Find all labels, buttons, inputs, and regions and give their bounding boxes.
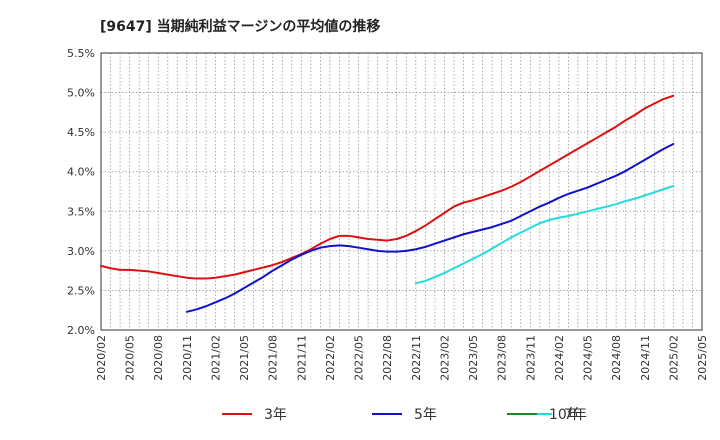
x-tick-label: 2023/08 — [496, 335, 509, 381]
y-tick-label: 5.5% — [67, 47, 95, 60]
x-tick-label: 2021/08 — [267, 335, 280, 381]
x-tick-label: 2024/08 — [610, 335, 623, 381]
series-line-7年 — [414, 184, 675, 285]
y-tick-label: 2.5% — [67, 284, 95, 297]
x-tick-label: 2022/11 — [410, 335, 423, 381]
chart-title: [9647] 当期純利益マージンの平均値の推移 — [100, 18, 380, 35]
x-tick-label: 2021/05 — [238, 335, 251, 381]
plot-area: 2.0% 2.5% 3.0% 3.5% 4.0% 4.5% 5.0% 5.5% 2020/02 2… — [67, 47, 709, 381]
legend-label: 3年 — [264, 407, 287, 423]
x-tick-label: 2023/05 — [467, 335, 480, 381]
legend-label: 7年 — [564, 407, 587, 423]
x-tick-label: 2020/08 — [152, 335, 165, 381]
y-tick-label: 2.0% — [67, 324, 95, 337]
plot-frame — [100, 52, 703, 331]
x-tick-label: 2024/05 — [582, 335, 595, 381]
x-tick-label: 2024/02 — [553, 335, 566, 381]
y-tick-label: 5.0% — [67, 87, 95, 100]
series-line-5年 — [185, 143, 675, 313]
y-tick-label: 4.5% — [67, 126, 95, 139]
x-tick-label: 2021/02 — [209, 335, 222, 381]
x-tick-label: 2023/11 — [524, 335, 537, 381]
x-tick-label: 2022/08 — [381, 335, 394, 381]
x-tick-label: 2020/05 — [124, 335, 137, 381]
x-tick-label: 2025/02 — [667, 335, 680, 381]
x-tick-label: 2024/11 — [639, 335, 652, 381]
plot-background — [101, 53, 702, 330]
x-tick-label: 2020/02 — [95, 335, 108, 381]
legend-label: 5年 — [414, 407, 437, 423]
y-tick-label: 3.0% — [67, 245, 95, 258]
x-tick-label: 2025/05 — [696, 335, 709, 381]
x-tick-label: 2021/11 — [295, 335, 308, 381]
x-tick-label: 2020/11 — [181, 335, 194, 381]
y-tick-label: 3.5% — [67, 205, 95, 218]
x-tick-label: 2023/02 — [438, 335, 451, 381]
series-line-3年 — [100, 94, 675, 280]
legend-label: 10年 — [549, 407, 581, 423]
y-tick-label: 4.0% — [67, 166, 95, 179]
x-tick-label: 2022/02 — [324, 335, 337, 381]
x-tick-label: 2022/05 — [353, 335, 366, 381]
